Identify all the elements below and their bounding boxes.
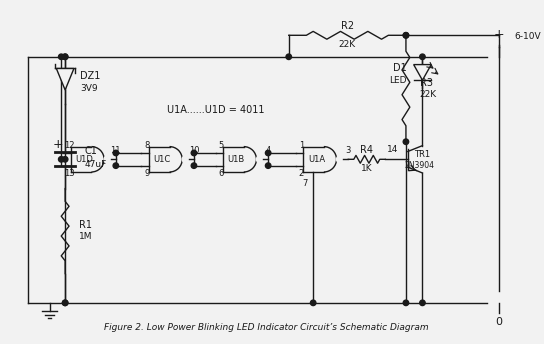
Polygon shape (57, 68, 74, 90)
Text: 6: 6 (219, 169, 224, 178)
Circle shape (265, 163, 271, 168)
Circle shape (311, 300, 316, 305)
Text: 3V9: 3V9 (80, 84, 97, 93)
Circle shape (256, 156, 263, 163)
Circle shape (63, 300, 68, 305)
Circle shape (420, 300, 425, 305)
Text: 1K: 1K (361, 164, 373, 173)
Circle shape (403, 139, 409, 144)
Circle shape (403, 33, 409, 38)
Circle shape (488, 25, 509, 47)
Text: LED: LED (390, 76, 407, 85)
Text: 2: 2 (299, 169, 304, 178)
Text: R2: R2 (341, 21, 354, 31)
Text: R3: R3 (419, 78, 432, 88)
Circle shape (337, 156, 343, 163)
Text: 22K: 22K (419, 90, 437, 99)
Circle shape (113, 163, 119, 168)
Circle shape (191, 163, 197, 168)
Text: 6-10V: 6-10V (514, 32, 541, 41)
Text: +: + (493, 28, 504, 41)
Circle shape (113, 150, 119, 156)
Circle shape (191, 150, 197, 156)
Text: TR1: TR1 (415, 150, 430, 159)
Text: R4: R4 (360, 144, 373, 154)
Text: U1A: U1A (308, 155, 325, 164)
Text: C1: C1 (85, 147, 97, 157)
Circle shape (399, 142, 434, 177)
Circle shape (63, 157, 68, 162)
Circle shape (420, 54, 425, 60)
Text: 10: 10 (189, 146, 199, 155)
Circle shape (63, 300, 68, 305)
Circle shape (286, 54, 292, 60)
Text: 5: 5 (219, 141, 224, 150)
Text: 11: 11 (110, 146, 121, 155)
Circle shape (488, 313, 509, 334)
Text: 7: 7 (302, 179, 308, 188)
Text: 13: 13 (64, 169, 75, 178)
Polygon shape (413, 65, 431, 80)
Text: 1: 1 (299, 141, 304, 150)
Circle shape (403, 300, 409, 305)
Circle shape (63, 54, 68, 60)
Text: 2N3904: 2N3904 (405, 161, 435, 170)
Text: U1D: U1D (75, 155, 93, 164)
Text: 14: 14 (387, 145, 398, 154)
Text: 9: 9 (145, 169, 150, 178)
Text: 8: 8 (145, 141, 150, 150)
Text: R1: R1 (79, 220, 92, 230)
Text: U1B: U1B (228, 155, 245, 164)
Text: DZ1: DZ1 (80, 71, 100, 81)
Text: 0: 0 (495, 318, 502, 327)
Text: 47uF: 47uF (85, 160, 107, 169)
Text: 12: 12 (64, 141, 75, 150)
Text: 3: 3 (345, 146, 351, 155)
Text: 1M: 1M (79, 233, 92, 241)
Text: D1: D1 (393, 64, 407, 74)
Circle shape (265, 150, 271, 156)
Circle shape (59, 54, 64, 60)
Circle shape (59, 157, 64, 162)
Text: 4: 4 (265, 146, 271, 155)
Text: Figure 2. Low Power Blinking LED Indicator Circuit’s Schematic Diagram: Figure 2. Low Power Blinking LED Indicat… (104, 323, 429, 332)
Text: 22K: 22K (339, 40, 356, 49)
Circle shape (63, 54, 68, 60)
Circle shape (182, 156, 189, 163)
Text: U1C: U1C (153, 155, 171, 164)
Circle shape (403, 33, 409, 38)
Text: U1A......U1D = 4011: U1A......U1D = 4011 (167, 106, 264, 116)
Circle shape (104, 156, 111, 163)
Text: +: + (53, 138, 64, 151)
